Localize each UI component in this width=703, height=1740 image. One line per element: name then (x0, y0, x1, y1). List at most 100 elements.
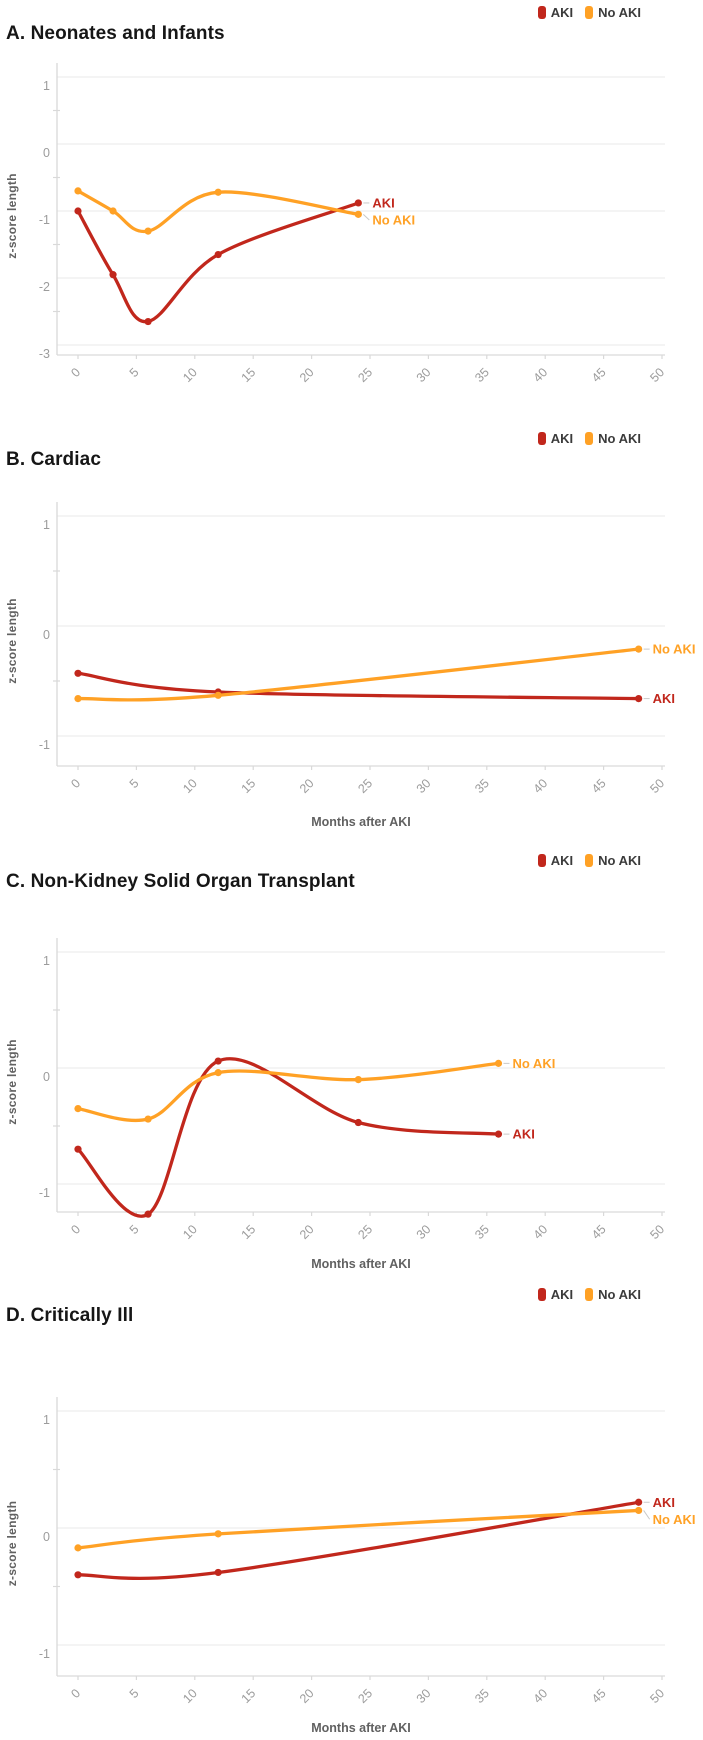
x-tick-label: 20 (297, 776, 317, 796)
panel-neonates-and-infants: AKI No AKI A. Neonates and Infants 1 0 -1-… (0, 0, 703, 428)
legend-label-no-aki: No AKI (598, 1286, 641, 1302)
legend-swatch-aki-icon (537, 1287, 546, 1301)
panel-non-kidney-solid-organ-transplant: AKI No AKI C. Non-Kidney Solid Organ Tra… (0, 852, 703, 1279)
legend-item-aki: AKI (537, 5, 573, 20)
chart-title-a: A. Neonates and Infants (6, 23, 225, 44)
data-point-aki (214, 250, 222, 259)
data-point-no-aki (214, 188, 222, 196)
series-end-label-aki: AKI (372, 195, 394, 210)
data-point-aki (74, 1571, 82, 1579)
x-tick-label: 5 (127, 776, 142, 791)
data-point-no-aki (74, 1544, 82, 1552)
x-tick-label: 35 (472, 365, 492, 385)
data-point-aki (635, 1498, 643, 1506)
data-point-no-aki (494, 1059, 503, 1067)
end-label-leader (643, 1510, 651, 1520)
legend-item-no-aki: No AKI (585, 853, 641, 868)
chart-a-plot: 10-1-2-30 5 10 15 20 25 30 35 40 45 50z-score leng… (5, 63, 667, 385)
legend-item-aki: AKI (537, 430, 574, 446)
y-tick-label: 0 (43, 146, 50, 160)
legend-label-aki: AKI (550, 1286, 574, 1302)
x-tick-label: 5 (127, 1222, 142, 1237)
x-tick-label: 20 (297, 365, 317, 385)
data-point-aki (144, 317, 152, 326)
x-tick-label: 25 (355, 1686, 375, 1706)
chart-title-b: B. Cardiac (6, 449, 101, 470)
x-tick-label: 20 (297, 1222, 317, 1242)
x-tick-label: 15 (239, 776, 259, 796)
x-tick-label: 40 (531, 365, 551, 385)
x-tick-label: 15 (239, 1222, 259, 1242)
y-tick-label: -2 (39, 280, 50, 294)
data-point-no-aki (214, 691, 222, 699)
data-point-no-aki (109, 207, 117, 215)
x-tick-label: 20 (297, 1686, 317, 1706)
panel-cardiac: AKI No AKI B. Cardiac 1 0 -1 0 5 10 15 20 25 30 35… (0, 430, 703, 849)
x-axis-title: Months after AKI (311, 1257, 411, 1271)
y-tick-label: 0 (43, 1530, 50, 1544)
x-tick-label: 45 (589, 1686, 609, 1706)
legend-label-no-aki: No AKI (598, 4, 641, 20)
legend-swatch-no-aki-icon (585, 431, 594, 445)
x-axis-title: Months after AKI (311, 1721, 411, 1735)
data-point-no-aki (214, 1530, 222, 1538)
x-tick-label: 25 (355, 776, 375, 796)
legend-label-aki: AKI (550, 852, 574, 868)
data-point-no-aki (144, 1115, 152, 1123)
legend-item-no-aki: No AKI (585, 1287, 641, 1302)
x-tick-label: 0 (68, 1686, 83, 1701)
data-point-no-aki (74, 695, 82, 703)
chart-legend: AKI No AKI (0, 1286, 703, 1302)
x-tick-label: 30 (414, 776, 434, 796)
x-tick-label: 30 (414, 1686, 434, 1706)
y-tick-label: -1 (39, 1647, 50, 1661)
legend-item-aki: AKI (537, 1286, 574, 1302)
series-end-label-no-aki: No AKI (512, 1056, 555, 1071)
data-point-aki (74, 669, 82, 677)
series-line-no-aki (76, 189, 360, 234)
legend-swatch-aki-icon (537, 5, 546, 19)
x-tick-label: 10 (180, 1686, 200, 1706)
legend-swatch-no-aki-icon (585, 5, 594, 19)
data-point-aki (214, 1568, 222, 1577)
y-axis-title: z-score length (5, 173, 19, 259)
legend-label-aki: AKI (550, 430, 574, 446)
series-line-no-aki (76, 1508, 641, 1550)
x-tick-label: 45 (589, 365, 609, 385)
legend-swatch-aki-icon (537, 431, 546, 445)
data-point-aki (74, 207, 82, 215)
x-tick-label: 30 (414, 1222, 434, 1242)
x-tick-label: 35 (472, 1222, 492, 1242)
legend-swatch-no-aki-icon (585, 1287, 594, 1301)
chart-c-plot: 10-10 5 10 15 20 25 30 35 40 45 50z-score lengthMo… (5, 938, 667, 1271)
x-tick-label: 45 (589, 1222, 609, 1242)
y-axis-title: z-score length (5, 1039, 19, 1125)
data-point-no-aki (214, 1069, 222, 1077)
x-tick-label: 15 (239, 1686, 259, 1706)
chart-legend: AKI No AKI (0, 852, 703, 868)
x-tick-label: 5 (127, 365, 142, 380)
x-tick-label: 50 (647, 1222, 667, 1242)
x-tick-label: 40 (531, 776, 551, 796)
y-tick-label: 1 (43, 1413, 50, 1427)
series-line-no-aki (76, 647, 641, 702)
panel-critically-ill: AKI No AKI D. Critically Ill 1 0 -1 0 5 10 15 2… (0, 1286, 703, 1740)
chart-legend: AKI No AKI (0, 4, 703, 20)
series-end-label-no-aki: No AKI (653, 642, 696, 657)
data-point-aki (109, 271, 117, 279)
series-end-label-aki: AKI (653, 691, 675, 706)
y-tick-label: 0 (43, 1070, 50, 1084)
legend-item-aki: AKI (537, 852, 574, 868)
chart-title-d: D. Critically Ill (6, 1305, 134, 1326)
data-point-no-aki (144, 227, 152, 235)
series-end-label-aki: AKI (512, 1127, 534, 1142)
x-tick-label: 10 (180, 776, 200, 796)
data-point-aki (494, 1130, 503, 1138)
x-tick-label: 0 (68, 365, 83, 380)
chart-b-plot: 10-10 5 10 15 20 25 30 35 40 45 50z-score lengthMo… (5, 502, 696, 829)
x-tick-label: 40 (531, 1686, 551, 1706)
chart-d-plot: 10-10 5 10 15 20 25 30 35 40 45 50z-score lengthMo… (5, 1397, 695, 1735)
data-point-no-aki (635, 1506, 643, 1515)
data-point-aki (354, 1118, 362, 1127)
data-point-no-aki (354, 1076, 362, 1084)
